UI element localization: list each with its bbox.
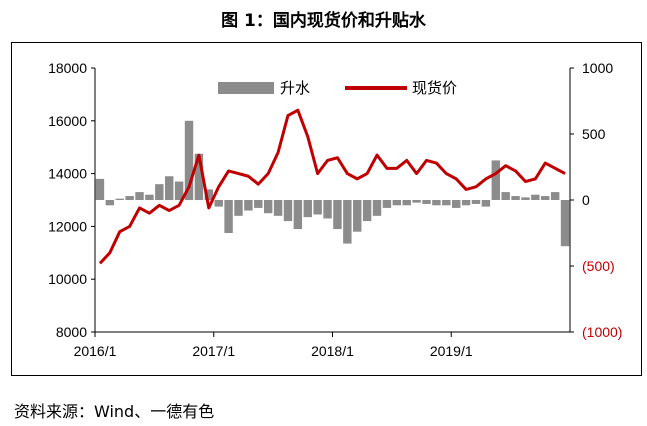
premium-bar — [560, 200, 570, 247]
left-tick-label: 10000 — [48, 271, 87, 287]
premium-bar — [343, 200, 352, 244]
premium-bar — [204, 189, 214, 200]
premium-bar — [244, 200, 253, 211]
premium-bar — [471, 200, 481, 204]
legend: 升水 现货价 — [218, 79, 457, 97]
left-tick-label: 12000 — [48, 218, 87, 234]
right-tick-label: 1000 — [582, 60, 613, 76]
premium-bar — [115, 198, 124, 200]
premium-bar — [362, 200, 372, 222]
premium-bar — [105, 200, 115, 206]
premium-bar — [531, 194, 540, 200]
premium-bar — [541, 196, 550, 200]
premium-bar — [412, 200, 421, 203]
chart-frame: 8000 10000 12000 14000 16000 18000 (1000) (500)… — [11, 42, 642, 376]
premium-bar — [165, 176, 174, 200]
chart-svg: 80001000012000140001600018000(1000)(500)… — [48, 60, 622, 359]
premium-bar — [461, 200, 471, 206]
legend-label-spot: 现货价 — [412, 79, 457, 97]
left-tick-label: 16000 — [48, 113, 87, 129]
premium-bar — [422, 200, 431, 204]
right-tick-label: 0 — [582, 192, 590, 208]
tick-labels: 80001000012000140001600018000(1000)(500)… — [48, 60, 622, 359]
premium-bar — [293, 200, 303, 230]
premium-bar — [303, 200, 312, 218]
premium-bar — [145, 194, 154, 200]
premium-bar — [263, 200, 273, 214]
premium-bar — [135, 192, 144, 200]
legend-label-premium: 升水 — [280, 79, 310, 97]
premium-bar — [432, 200, 441, 206]
premium-bar — [392, 200, 402, 206]
source-note: 资料来源：Wind、一德有色 — [14, 402, 215, 421]
x-tick-label: 2019/1 — [430, 343, 473, 359]
premium-bar — [372, 200, 382, 216]
premium-bar — [214, 200, 223, 207]
premium-bar — [491, 160, 500, 200]
x-tick-label: 2016/1 — [74, 343, 117, 359]
premium-bar — [313, 200, 322, 215]
premium-bar — [254, 200, 263, 208]
premium-bar — [511, 196, 520, 200]
x-tick-label: 2017/1 — [192, 343, 235, 359]
chart-title: 图 1：国内现货价和升贴水 — [221, 11, 426, 31]
axes — [91, 67, 574, 337]
premium-bar — [174, 181, 184, 200]
premium-bar — [125, 196, 134, 200]
premium-bar — [481, 200, 491, 207]
premium-bar — [155, 184, 164, 200]
premium-bar — [234, 200, 243, 216]
premium-bar — [184, 120, 194, 200]
premium-bar — [451, 200, 461, 208]
premium-bar — [501, 192, 510, 200]
left-tick-label: 14000 — [48, 166, 87, 182]
premium-bar — [273, 200, 283, 216]
legend-swatch-premium — [218, 82, 274, 94]
left-tick-label: 18000 — [48, 60, 87, 76]
premium-bar — [323, 200, 332, 219]
premium-bar — [194, 153, 204, 200]
right-tick-label: 500 — [582, 126, 606, 142]
premium-bar — [382, 200, 392, 208]
right-tick-label: (500) — [582, 258, 615, 274]
x-tick-label: 2018/1 — [311, 343, 354, 359]
left-tick-label: 8000 — [56, 324, 87, 340]
right-tick-label: (1000) — [582, 324, 622, 340]
premium-bar — [521, 197, 530, 200]
premium-bar — [333, 200, 342, 230]
premium-bar — [550, 192, 560, 200]
premium-bars — [95, 120, 570, 247]
premium-bar — [224, 200, 233, 233]
premium-bar — [283, 200, 293, 222]
premium-bar — [95, 178, 105, 200]
spot-price-line — [98, 108, 566, 265]
premium-bar — [442, 200, 451, 206]
premium-bar — [353, 200, 362, 232]
premium-bar — [402, 200, 411, 206]
spot-line — [98, 108, 566, 265]
